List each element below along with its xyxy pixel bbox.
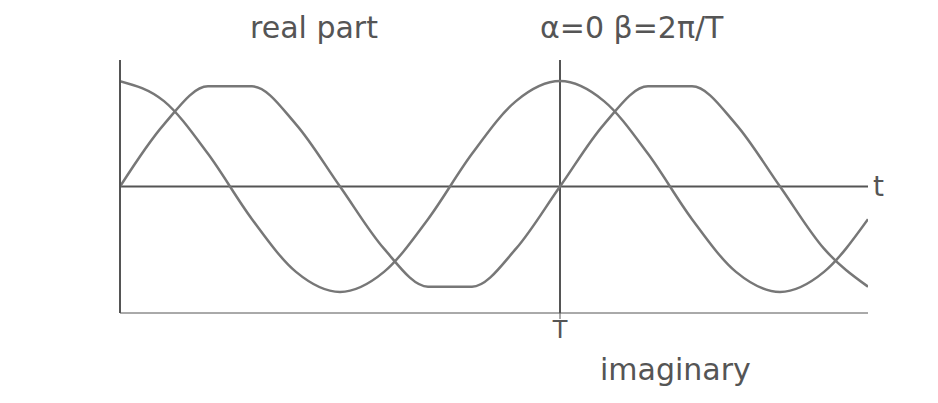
svg-text:T: T xyxy=(552,316,568,344)
html-text:real part: real part xyxy=(250,10,378,45)
html-text:α=0 β=2π/T: α=0 β=2π/T xyxy=(540,10,724,45)
svg-text:t: t xyxy=(873,170,884,203)
html-text:imaginary: imaginary xyxy=(600,352,751,387)
